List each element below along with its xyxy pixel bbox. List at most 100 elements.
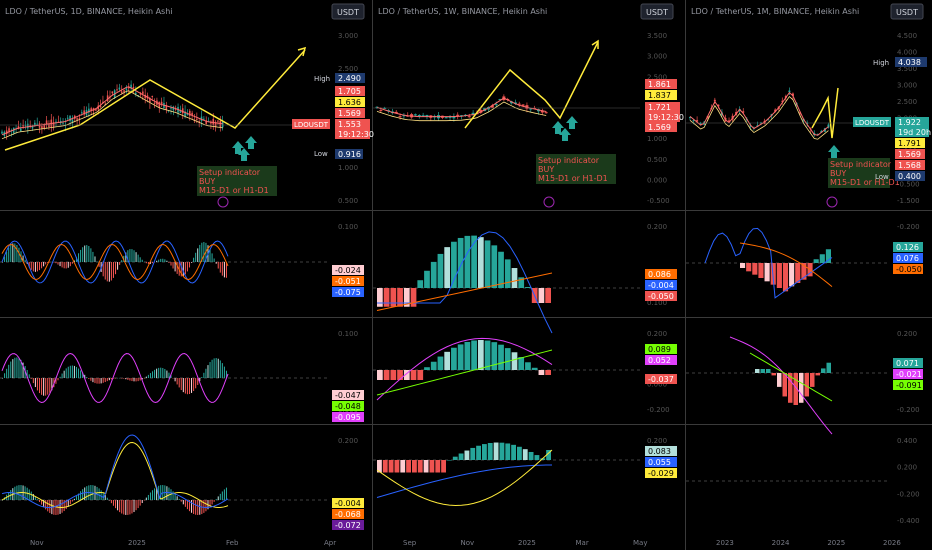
candle-body: [111, 91, 114, 94]
currency-button[interactable]: [331, 3, 365, 20]
histogram-bar: [90, 378, 92, 381]
indicator-value-bg: [645, 374, 677, 384]
currency-label[interactable]: USDT: [646, 8, 668, 17]
histogram-bar: [22, 362, 24, 378]
histogram-bar: [119, 500, 121, 513]
histogram-bar: [117, 262, 119, 270]
histogram-bar: [67, 366, 69, 378]
histogram-bar: [424, 367, 430, 370]
histogram-bar: [217, 496, 219, 500]
histogram-bar: [137, 254, 139, 262]
histogram-bar: [69, 365, 71, 378]
time-axis-label: 2026: [883, 539, 901, 547]
price-tag-bg: [645, 122, 677, 132]
histogram-bar: [746, 263, 752, 272]
symbol-label: LDOUSDT: [294, 121, 329, 129]
current-price-bg: [645, 102, 680, 112]
histogram-bar: [82, 372, 84, 378]
indicator-tick-label: -0.400: [897, 517, 920, 525]
currency-button[interactable]: [890, 3, 924, 20]
indicator-value-bg: [332, 390, 364, 400]
histogram-bar: [203, 372, 205, 378]
histogram-bar: [782, 263, 789, 292]
histogram-bar: [400, 460, 406, 473]
candle-body: [394, 111, 398, 114]
candle-body: [135, 92, 137, 95]
candle-body: [533, 107, 537, 109]
histogram-bar: [119, 377, 121, 379]
histogram-bar: [47, 262, 49, 263]
signal-line: [376, 349, 553, 396]
histogram-bar: [92, 251, 94, 262]
indicator-value: -0.029: [648, 469, 674, 478]
histogram-bar: [471, 235, 477, 288]
histogram-bar: [531, 367, 538, 370]
histogram-bar: [801, 263, 807, 280]
histogram-bar: [221, 491, 223, 500]
histogram-bar: [112, 262, 114, 278]
moving-average-line: [376, 97, 547, 118]
indicator-tick-label: 0.200: [338, 437, 358, 445]
histogram-bar: [377, 460, 382, 473]
indicator-value-bg: [645, 291, 677, 301]
indicator-value: 0.083: [648, 447, 671, 456]
indicator-value-bg: [645, 457, 677, 467]
arrow-head: [297, 46, 307, 57]
candle-body: [83, 110, 85, 115]
buy-arrow-icon: [238, 148, 250, 161]
histogram-bar: [203, 500, 205, 513]
histogram-bar: [117, 377, 119, 379]
histogram-bar: [518, 357, 525, 370]
currency-button[interactable]: [640, 3, 674, 20]
candle-body: [24, 124, 27, 126]
histogram-bar: [505, 443, 511, 460]
histogram-bar: [205, 500, 207, 512]
candle-body: [55, 121, 57, 123]
histogram-bar: [102, 262, 104, 277]
time-axis-label: 2025: [518, 539, 536, 547]
histogram-bar: [49, 262, 51, 263]
indicator-value: 0.076: [896, 254, 919, 263]
histogram-bar: [184, 378, 186, 394]
histogram-bar: [511, 444, 516, 460]
histogram-bar: [209, 500, 211, 508]
currency-label[interactable]: USDT: [896, 8, 918, 17]
candle-body: [139, 93, 142, 95]
histogram-bar: [102, 378, 104, 383]
histogram-bar: [207, 365, 209, 378]
histogram-bar: [451, 241, 457, 288]
histogram-bar: [28, 374, 30, 378]
indicator-value-bg: [893, 242, 923, 252]
histogram-bar: [43, 262, 45, 267]
countdown: 19d 20h: [898, 128, 931, 137]
symbol-bg: [853, 117, 891, 127]
signal-line: [704, 227, 833, 299]
histogram-bar: [98, 488, 100, 500]
candle-body: [31, 126, 34, 129]
setup-title: Setup indicator: [538, 156, 600, 165]
time-axis-label: Nov: [461, 539, 475, 547]
indicator-tick-label: 0.200: [897, 464, 917, 472]
price-tick-label: -1.500: [897, 197, 920, 205]
candle-body: [456, 114, 460, 116]
currency-label[interactable]: USDT: [337, 8, 359, 17]
low-label: Low: [875, 173, 889, 181]
setup-signal: BUY: [830, 169, 846, 178]
histogram-bar: [145, 376, 147, 378]
candle-body: [174, 108, 177, 110]
histogram-bar: [406, 460, 411, 473]
indicator-value-bg: [332, 276, 364, 286]
candle-body: [102, 101, 104, 103]
histogram-bar: [160, 367, 162, 378]
indicator-value-bg: [645, 280, 677, 290]
histogram-bar: [125, 378, 127, 380]
current-price-bg: [335, 119, 370, 129]
histogram-bar: [186, 262, 188, 272]
candle-body: [781, 100, 784, 102]
candle-body: [104, 103, 107, 105]
candle-body: [125, 88, 128, 91]
candle-body: [52, 122, 55, 127]
candle-body: [425, 115, 429, 117]
histogram-bar: [525, 287, 531, 288]
